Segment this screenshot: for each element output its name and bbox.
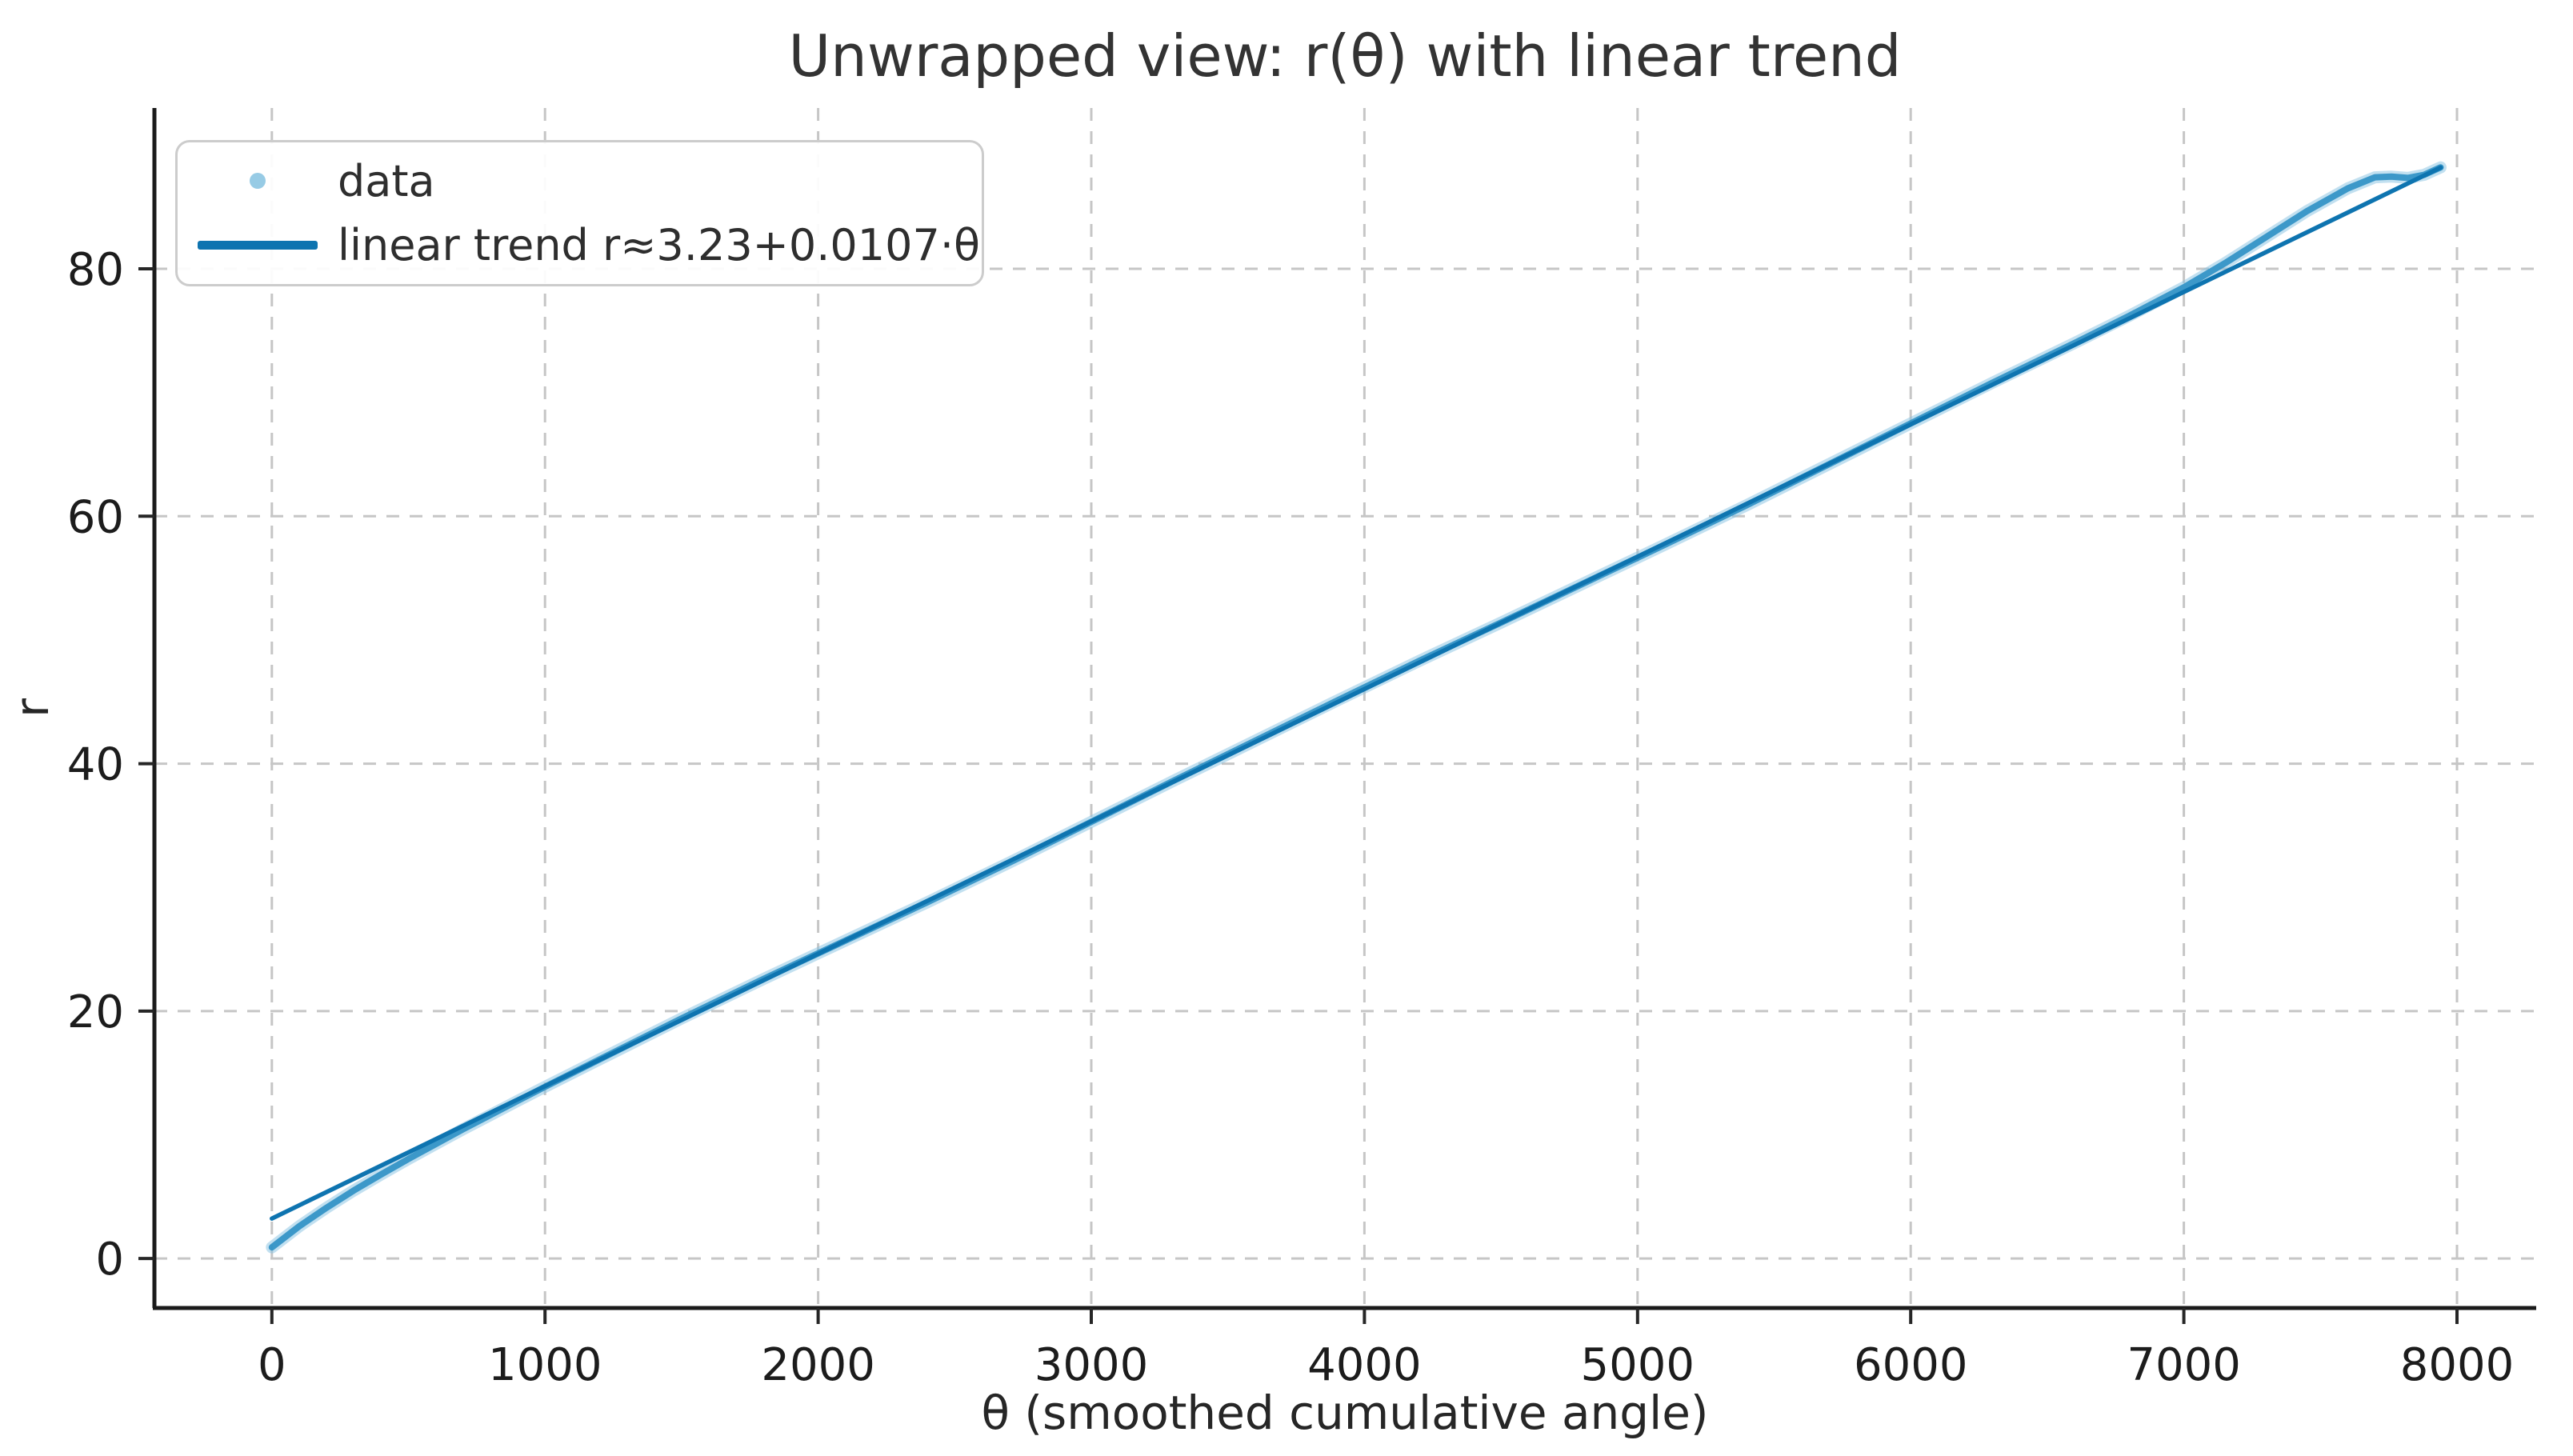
legend-label-data: data <box>338 155 435 206</box>
y-axis-label: r <box>4 698 59 718</box>
y-tick-label: 20 <box>67 986 124 1038</box>
data-series-halo <box>266 161 2447 1254</box>
y-tick-label: 80 <box>67 244 124 296</box>
trend-line-swatch-icon <box>198 241 318 250</box>
x-tick-label: 6000 <box>1854 1339 1968 1391</box>
y-tick-label: 0 <box>95 1234 124 1286</box>
y-tick-label: 40 <box>67 739 124 791</box>
y-tick-label: 60 <box>67 491 124 543</box>
legend-entry-trend: linear trend r≈3.23+0.0107·θ <box>178 217 982 274</box>
x-tick-label: 2000 <box>761 1339 875 1391</box>
legend-entry-data: data <box>178 152 982 210</box>
x-tick-label: 5000 <box>1581 1339 1695 1391</box>
trend-line <box>270 165 2443 1221</box>
x-tick-label: 1000 <box>488 1339 602 1391</box>
x-tick-label: 4000 <box>1307 1339 1422 1391</box>
legend-marker-cell <box>178 173 338 190</box>
x-tick-label: 7000 <box>2127 1339 2241 1391</box>
data-marker-icon <box>250 173 266 190</box>
x-tick-label: 3000 <box>1034 1339 1149 1391</box>
legend: data linear trend r≈3.23+0.0107·θ <box>175 140 984 286</box>
legend-label-trend: linear trend r≈3.23+0.0107·θ <box>338 220 981 271</box>
legend-marker-cell <box>178 241 338 250</box>
x-axis-label: θ (smoothed cumulative angle) <box>981 1386 1709 1440</box>
chart-title: Unwrapped view: r(θ) with linear trend <box>788 22 1902 90</box>
x-tick-label: 0 <box>258 1339 286 1391</box>
x-tick-label: 8000 <box>2400 1339 2515 1391</box>
